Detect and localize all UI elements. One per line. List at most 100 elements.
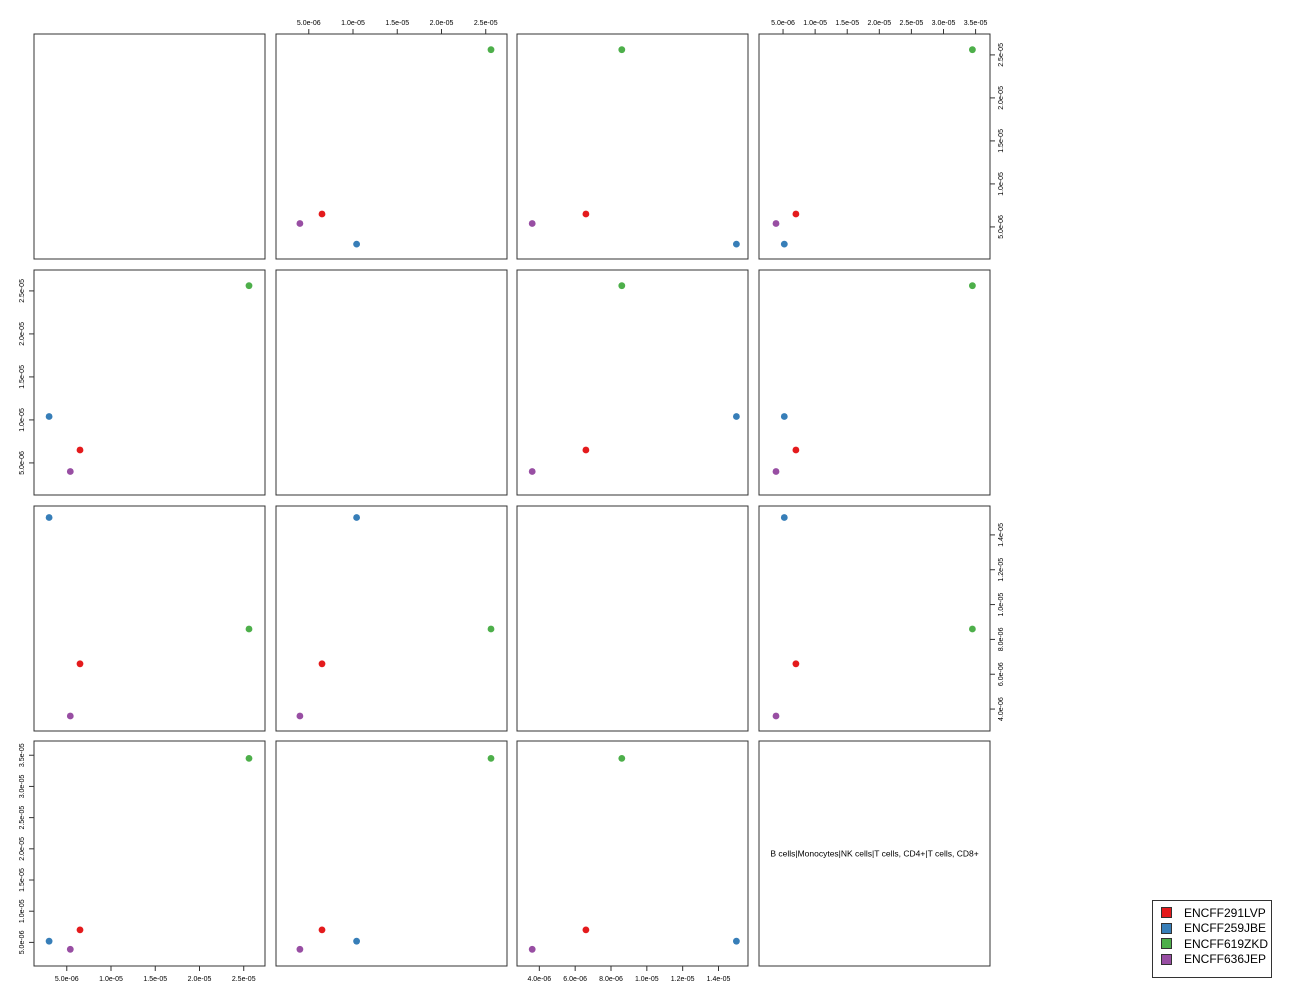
y-tick-label: 3.0e-05: [19, 774, 26, 798]
point-ENCFF291LVP: [76, 446, 84, 454]
point-ENCFF619ZKD: [618, 755, 626, 762]
legend-label: ENCFF619ZKD: [1184, 936, 1269, 951]
point-ENCFF619ZKD: [487, 755, 495, 762]
x-tick-label: 1.2e-05: [671, 976, 695, 983]
point-ENCFF619ZKD: [245, 755, 253, 762]
y-tick-label: 5.0e-06: [19, 930, 26, 954]
point-ENCFF259JBE: [780, 413, 788, 420]
y-tick-label: 1.5e-05: [19, 365, 26, 389]
point-ENCFF291LVP: [792, 210, 800, 218]
y-tick-label: 3.5e-05: [19, 743, 26, 767]
point-ENCFF259JBE: [733, 937, 740, 945]
y-tick-label: 8.0e-06: [998, 627, 1005, 651]
x-tick-label: 1.5e-05: [835, 20, 859, 27]
point-ENCFF259JBE: [353, 514, 360, 521]
point-ENCFF259JBE: [733, 413, 740, 420]
y-tick-label: 2.0e-05: [19, 322, 26, 346]
legend-swatch: [1161, 922, 1172, 934]
x-tick-label: 4.0e-06: [527, 976, 551, 983]
panel-frame: [516, 740, 749, 967]
panel-frame: [33, 269, 266, 496]
panel-frame: [758, 505, 991, 732]
point-ENCFF636JEP: [772, 468, 780, 475]
y-tick-label: 1.0e-05: [19, 408, 26, 432]
legend-item: ENCFF259JBE: [1161, 921, 1271, 937]
point-ENCFF619ZKD: [969, 46, 976, 54]
point-ENCFF291LVP: [582, 210, 590, 218]
panel-frame: [758, 33, 991, 260]
panel-frame: [516, 505, 749, 732]
x-tick-label: 2.5e-05: [232, 976, 256, 983]
x-tick-label: 1.0e-05: [803, 20, 827, 27]
panel-frame: [33, 33, 266, 260]
y-tick-label: 2.5e-05: [998, 43, 1005, 67]
panel-frame: [516, 33, 749, 260]
point-ENCFF619ZKD: [487, 46, 495, 54]
x-tick-label: 6.0e-06: [563, 976, 587, 983]
point-ENCFF636JEP: [528, 945, 536, 953]
x-tick-label: 1.0e-05: [99, 976, 123, 983]
x-tick-label: 2.5e-05: [474, 20, 498, 27]
point-ENCFF291LVP: [318, 926, 326, 934]
legend-item: ENCFF636JEP: [1161, 952, 1271, 968]
y-tick-label: 1.2e-05: [998, 558, 1005, 582]
legend-swatch: [1161, 953, 1172, 965]
panel-frame: [758, 740, 991, 967]
point-ENCFF291LVP: [582, 926, 590, 934]
point-ENCFF636JEP: [66, 945, 74, 953]
x-tick-label: 5.0e-06: [771, 20, 795, 27]
point-ENCFF259JBE: [45, 413, 53, 420]
point-ENCFF619ZKD: [487, 625, 495, 633]
point-ENCFF636JEP: [66, 468, 74, 475]
point-ENCFF619ZKD: [969, 625, 976, 633]
panel-frame: [275, 740, 508, 967]
point-ENCFF619ZKD: [969, 282, 976, 290]
y-tick-label: 4.0e-06: [998, 697, 1005, 721]
panel-frame: [33, 740, 266, 967]
panel-frame: [275, 505, 508, 732]
point-ENCFF259JBE: [353, 937, 360, 945]
y-tick-label: 1.5e-05: [998, 129, 1005, 153]
x-tick-label: 3.5e-05: [964, 20, 988, 27]
point-ENCFF291LVP: [76, 660, 84, 668]
y-tick-label: 1.5e-05: [19, 868, 26, 892]
point-ENCFF259JBE: [780, 240, 788, 248]
point-ENCFF291LVP: [792, 446, 800, 454]
point-ENCFF636JEP: [772, 220, 780, 227]
point-ENCFF636JEP: [296, 220, 304, 227]
point-ENCFF291LVP: [792, 660, 800, 668]
y-tick-label: 2.5e-05: [19, 279, 26, 303]
point-ENCFF619ZKD: [245, 282, 253, 290]
y-tick-label: 2.0e-05: [998, 86, 1005, 110]
y-tick-label: 2.0e-05: [19, 837, 26, 861]
x-tick-label: 2.0e-05: [188, 976, 212, 983]
y-tick-label: 2.5e-05: [19, 806, 26, 830]
x-tick-label: 1.5e-05: [143, 976, 167, 983]
legend-label: ENCFF636JEP: [1184, 952, 1267, 967]
point-ENCFF259JBE: [45, 514, 53, 521]
legend-swatch: [1161, 907, 1172, 919]
legend-item: ENCFF291LVP: [1161, 905, 1271, 921]
point-ENCFF259JBE: [780, 514, 788, 521]
point-ENCFF259JBE: [353, 240, 360, 248]
point-ENCFF636JEP: [296, 712, 304, 720]
point-ENCFF636JEP: [528, 220, 536, 227]
point-ENCFF291LVP: [318, 660, 326, 668]
point-ENCFF259JBE: [45, 937, 53, 945]
panel-frame: [275, 33, 508, 260]
x-tick-label: 1.0e-05: [635, 976, 659, 983]
point-ENCFF291LVP: [318, 210, 326, 218]
x-tick-label: 1.5e-05: [385, 20, 409, 27]
x-tick-label: 1.4e-05: [707, 976, 731, 983]
point-ENCFF636JEP: [66, 712, 74, 720]
legend-swatch: [1161, 938, 1172, 950]
x-tick-label: 8.0e-06: [599, 976, 623, 983]
point-ENCFF636JEP: [296, 945, 304, 953]
y-tick-label: 6.0e-06: [998, 662, 1005, 686]
point-ENCFF619ZKD: [618, 282, 626, 290]
panel-frame: [275, 269, 508, 496]
legend: ENCFF291LVP ENCFF259JBE ENCFF619ZKD ENCFF63…: [1152, 900, 1272, 978]
point-ENCFF619ZKD: [245, 625, 253, 633]
point-ENCFF291LVP: [582, 446, 590, 454]
